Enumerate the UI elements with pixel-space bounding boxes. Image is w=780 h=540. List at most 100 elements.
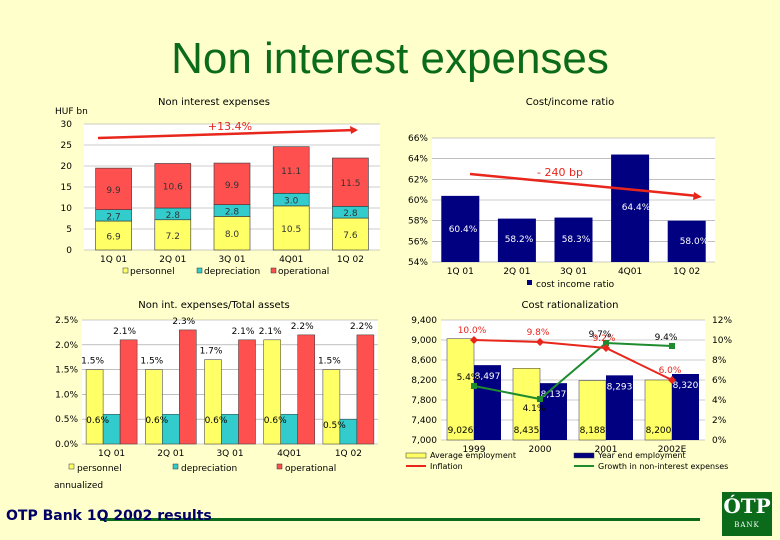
c1-data-label: 7.2 [166,232,180,242]
c3-legend-swatch [172,463,179,470]
c2-bar [554,217,593,262]
c3-data-label: 0.5% [323,421,346,431]
c4-legend-label: Inflation [430,462,463,471]
c4-legend-label: Year end employment [597,451,686,460]
c3-data-label: 2.1% [232,327,255,337]
c4-growth-label: 9.7% [589,330,612,340]
c2-title: Cost/income ratio [526,97,614,108]
c1-data-label: 11.5 [340,179,360,189]
c3-title: Non int. expenses/Total assets [138,300,290,311]
c3-ytick-label: 0.5% [55,415,78,425]
c3-ytick-label: 0.0% [55,440,78,450]
c4-line-growth [473,341,673,401]
c1-ytick-label: 15 [61,183,72,193]
c1-data-label: 3.0 [284,197,299,207]
c4-ytick-label: 7,800 [411,396,437,406]
c4-inflation-label: 9.8% [527,328,550,338]
c3-ytick-label: 1.0% [55,390,78,400]
c4-y2tick-label: 4% [712,396,727,406]
c4-y2tick-label: 12% [712,316,732,326]
c2-bar [667,220,706,262]
c1-ytick-label: 30 [61,120,73,130]
c4-ytick-label: 8,200 [411,376,437,386]
c3-legend-swatch [276,463,283,470]
c2-category-label: 1Q 01 [447,267,474,277]
c2-data-label: 58.0% [680,237,709,247]
c4-growth-label: 9.4% [655,333,678,343]
footer-text: OTP Bank 1Q 2002 results [6,508,212,524]
c1-ytick-label: 10 [61,204,73,214]
c4-category-label: 2001 [595,445,618,455]
c1-annotation: +13.4% [208,120,252,133]
otp-bank-logo: ÓTP BANK [722,492,772,536]
c1-category-label: 1Q 01 [100,255,127,265]
c3-data-label: 1.5% [140,357,163,367]
c1-bar-personnel [95,220,132,251]
c4-inflation-label: 6.0% [659,366,682,376]
c2-category-label: 1Q 02 [673,267,700,277]
c4-data-label: 9,026 [448,426,474,436]
c1-data-label: 10.6 [163,183,183,193]
c1-data-label: 2.7 [106,212,120,222]
c2-ytick-label: 56% [408,237,428,247]
c1-legend-swatch [270,267,277,274]
c3-data-label: 2.1% [113,327,136,337]
c1-trend-arrowhead [350,126,358,134]
c4-data-label: 8,188 [580,426,606,436]
c1-data-label: 2.8 [225,208,240,218]
c2-annotation: - 240 bp [537,166,583,179]
c1-ytick-label: 25 [61,141,72,151]
c2-ytick-label: 54% [408,258,428,268]
c4-growth-label: 4.1% [523,404,546,414]
c1-data-label: 2.8 [166,211,181,221]
c4-data-label: 8,320 [673,381,699,391]
c2-ytick-label: 60% [408,196,428,206]
logo-mark: ÓTP [723,494,771,518]
c1-category-label: 3Q 01 [218,255,245,265]
c3-legend-label: depreciation [181,464,237,474]
c4-legend-label: Average employment [430,451,516,460]
c1-legend-label: personnel [130,267,175,277]
c1-category-label: 2Q 01 [159,255,186,265]
c1-data-label: 7.6 [343,231,358,241]
c4-category-label: 2000 [529,445,552,455]
c3-bar-operational [356,334,375,445]
c4-ytick-label: 7,400 [411,416,437,426]
c1-data-label: 2.8 [343,209,358,219]
c1-legend-label: depreciation [204,267,260,277]
c3-legend-label: operational [285,464,336,474]
c3-bar-operational [119,339,138,445]
c2-ytick-label: 58% [408,217,428,227]
c4-category-label: 2002E [658,445,687,455]
c1-data-label: 10.5 [281,225,301,235]
c4-ytick-label: 8,600 [411,356,437,366]
c4-inflation-label: 9.2% [593,334,616,344]
c2-category-label: 3Q 01 [560,267,587,277]
c2-bar [611,154,650,262]
c4-category-label: 1999 [463,445,486,455]
c1-bar-personnel [213,216,251,251]
c1-legend-swatch [122,267,129,274]
c4-y2tick-label: 10% [712,336,732,346]
c2-data-label: 58.3% [562,235,591,245]
c4-marker-growth [471,383,477,389]
c3-data-label: 2.2% [350,322,373,332]
c3-bar-operational [297,334,315,445]
c4-data-label: 8,435 [514,426,540,436]
c3-data-label: 2.3% [172,317,195,327]
c4-bar-average-employment [446,338,475,441]
c4-marker-inflation [602,344,610,352]
c1-bar-operational [95,167,132,210]
c2-legend-swatch [527,280,532,285]
c2-ytick-label: 62% [408,175,428,185]
c1-bar-personnel [332,217,369,251]
c2-ytick-label: 66% [408,134,428,144]
c3-data-label: 2.2% [291,322,314,332]
c3-bar-operational [179,329,197,445]
c4-data-label: 8,497 [475,372,501,382]
c1-ytick-label: 5 [66,225,72,235]
c4-ytick-label: 7,000 [411,436,437,446]
c1-data-label: 8.0 [225,230,240,240]
c3-ytick-label: 2.5% [55,316,78,326]
c4-marker-growth [537,396,543,402]
